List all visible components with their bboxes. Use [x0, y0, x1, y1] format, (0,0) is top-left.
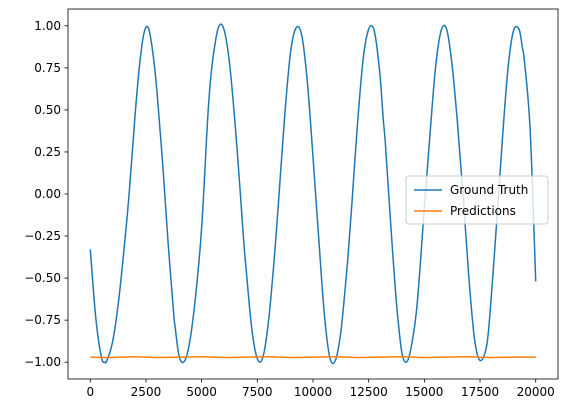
y-tick-label: 1.00	[34, 19, 61, 33]
legend-label: Predictions	[450, 204, 516, 218]
y-tick-label: −1.00	[24, 355, 61, 369]
x-tick-label: 5000	[186, 385, 217, 399]
y-tick-label: 0.75	[34, 61, 61, 75]
x-tick-label: 20000	[517, 385, 555, 399]
y-tick-label: 0.25	[34, 145, 61, 159]
series-line-predictions	[90, 356, 536, 359]
legend-label: Ground Truth	[450, 183, 528, 197]
y-tick-label: −0.25	[24, 229, 61, 243]
x-tick-label: 10000	[294, 385, 332, 399]
x-tick-label: 2500	[131, 385, 162, 399]
legend: Ground Truth Predictions	[405, 175, 549, 225]
x-tick-label: 12500	[350, 385, 388, 399]
x-tick-label: 15000	[405, 385, 443, 399]
x-tick-label: 0	[86, 385, 94, 399]
x-tick-label: 17500	[461, 385, 499, 399]
axes: 0 2500 5000 7500 10000 12500 15000 17500 20000 1.…	[24, 8, 559, 399]
y-tick-label: −0.50	[24, 271, 61, 285]
y-tick-label: 0.00	[34, 187, 61, 201]
y-tick-label: 0.50	[34, 103, 61, 117]
x-tick-label: 7500	[242, 385, 273, 399]
y-tick-label: −0.75	[24, 313, 61, 327]
legend-box	[405, 175, 549, 225]
